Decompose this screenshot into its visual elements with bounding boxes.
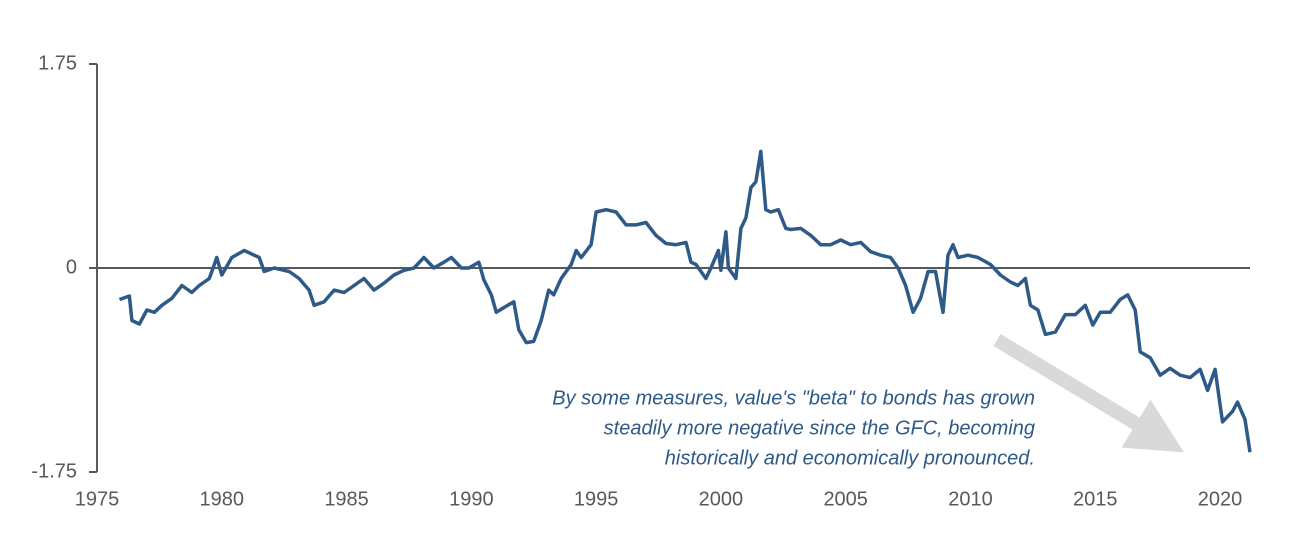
x-tick-label: 2010 (948, 488, 993, 510)
x-tick-label: 2000 (699, 488, 744, 510)
y-tick-label: -1.75 (31, 460, 77, 482)
y-tick-label: 0 (66, 256, 77, 278)
trend-arrow (993, 334, 1184, 453)
x-tick-label: 1990 (449, 488, 494, 510)
x-tick-label: 1975 (75, 488, 120, 510)
x-tick-label: 2015 (1073, 488, 1118, 510)
annotation-line: steadily more negative since the GFC, be… (604, 417, 1035, 439)
annotation-line: By some measures, value's "beta" to bond… (552, 387, 1035, 409)
x-tick-label: 1980 (200, 488, 245, 510)
data-line (118, 149, 1252, 453)
y-tick-label: 1.75 (38, 52, 77, 74)
x-tick-label: 2020 (1198, 488, 1243, 510)
x-tick-label: 1985 (324, 488, 369, 510)
x-tick-label: 2005 (823, 488, 868, 510)
x-tick-label: 1995 (574, 488, 619, 510)
annotation: By some measures, value's "beta" to bond… (552, 387, 1035, 469)
annotation-line: historically and economically pronounced… (665, 447, 1035, 469)
